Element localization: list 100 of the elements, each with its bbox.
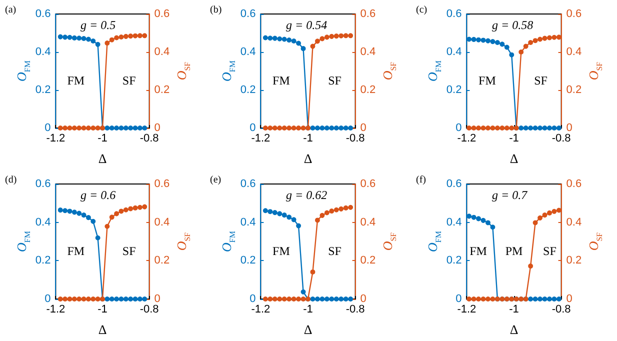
y2-tick-label: 0 xyxy=(566,293,572,305)
point xyxy=(272,36,278,41)
annotation: SF xyxy=(122,73,136,88)
point xyxy=(476,216,482,222)
x-tick-label: -1.2 xyxy=(457,304,476,316)
y2-tick-label: 0.6 xyxy=(360,8,376,20)
y-axis-title: OFM xyxy=(425,231,443,252)
point xyxy=(314,126,320,130)
y-tick-label: 0 xyxy=(456,122,462,134)
point xyxy=(324,126,330,130)
point xyxy=(76,210,82,216)
y-tick-label: 0.4 xyxy=(240,46,256,58)
point xyxy=(277,296,282,302)
point xyxy=(62,34,68,40)
point xyxy=(528,264,534,269)
point xyxy=(300,289,306,294)
chart-title: (e) xyxy=(210,174,222,186)
point xyxy=(128,126,134,130)
point xyxy=(282,126,287,130)
point xyxy=(123,207,128,212)
point xyxy=(532,126,538,130)
point xyxy=(109,214,114,220)
y-tick-label: 0.6 xyxy=(446,8,462,20)
y2-tick-label: 0.2 xyxy=(566,84,582,96)
point xyxy=(532,220,538,226)
point xyxy=(81,212,86,218)
point xyxy=(338,206,344,212)
point xyxy=(137,204,142,210)
y-axis-title: OFM xyxy=(219,231,237,252)
x-tick-label: -1.2 xyxy=(251,132,270,144)
point xyxy=(81,296,86,302)
point xyxy=(58,34,63,40)
point xyxy=(58,126,63,130)
point xyxy=(471,296,476,302)
point xyxy=(282,212,287,218)
point xyxy=(296,223,302,228)
point xyxy=(320,36,325,42)
point xyxy=(314,296,320,302)
point xyxy=(104,126,110,130)
point xyxy=(262,35,268,40)
point xyxy=(300,46,306,52)
point xyxy=(538,296,543,302)
point xyxy=(268,296,273,302)
point xyxy=(104,296,110,302)
point xyxy=(137,296,142,302)
point xyxy=(552,126,557,130)
point xyxy=(490,39,496,44)
point xyxy=(95,235,100,240)
point xyxy=(552,208,557,214)
point xyxy=(114,126,120,130)
x-tick-label: -1 xyxy=(509,304,519,316)
point xyxy=(343,296,348,302)
y2-tick-label: 0.6 xyxy=(566,8,582,20)
annotation: FM xyxy=(67,244,85,258)
x-axis-title: Δ xyxy=(304,322,312,337)
point xyxy=(109,37,114,42)
point xyxy=(277,126,282,130)
point xyxy=(494,40,500,45)
y-tick-label: 0.4 xyxy=(240,216,256,228)
annotation: g = 0.58 xyxy=(492,18,534,32)
point xyxy=(62,126,68,130)
point xyxy=(314,218,320,223)
point xyxy=(320,296,325,302)
y2-tick-label: 0.2 xyxy=(154,254,170,267)
y-tick-label: 0.6 xyxy=(446,178,462,190)
point xyxy=(334,296,339,302)
point xyxy=(104,40,110,46)
point xyxy=(320,212,325,218)
point xyxy=(532,296,538,302)
point xyxy=(329,126,334,130)
point xyxy=(142,204,148,210)
y2-tick-label: 0.4 xyxy=(360,216,376,228)
point xyxy=(109,296,114,302)
point xyxy=(277,36,282,42)
point xyxy=(334,207,339,212)
chart-title: (a) xyxy=(5,4,16,16)
point xyxy=(348,296,354,302)
point xyxy=(310,126,316,130)
x-tick-label: -1 xyxy=(509,132,519,144)
x-tick-label: -0.8 xyxy=(552,304,571,316)
point xyxy=(86,215,91,220)
y2-tick-label: 0 xyxy=(154,293,160,305)
point xyxy=(272,210,278,216)
point xyxy=(324,296,330,302)
point xyxy=(348,204,354,210)
point xyxy=(128,296,134,302)
point xyxy=(490,296,496,302)
point xyxy=(268,36,273,41)
point xyxy=(338,296,344,302)
y-axis-title: OFM xyxy=(219,60,237,82)
point xyxy=(58,208,63,213)
annotation: SF xyxy=(543,244,557,258)
y2-tick-label: 0.2 xyxy=(360,254,376,267)
point xyxy=(494,126,500,130)
annotation: FM xyxy=(67,73,85,88)
point xyxy=(142,296,148,302)
point xyxy=(300,126,306,130)
x-axis-title: Δ xyxy=(98,322,107,337)
y-tick-label: 0.2 xyxy=(446,84,462,96)
point xyxy=(114,296,120,302)
